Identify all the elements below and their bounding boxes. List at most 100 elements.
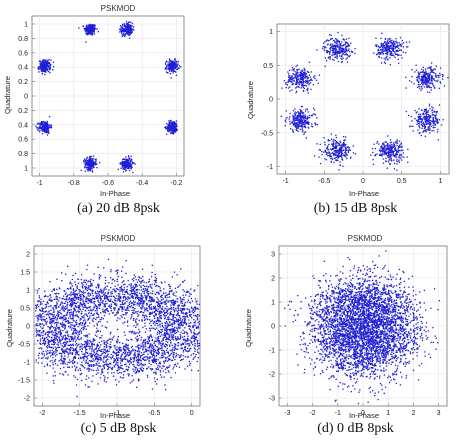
data-point — [376, 153, 378, 155]
data-point — [88, 160, 90, 162]
data-point — [420, 78, 422, 80]
data-point — [131, 22, 134, 25]
data-point — [40, 63, 42, 65]
data-point — [89, 163, 91, 165]
data-point — [138, 284, 141, 286]
data-point — [149, 308, 151, 310]
data-point — [394, 145, 396, 147]
data-point — [46, 131, 48, 133]
data-point — [166, 344, 168, 346]
data-point — [55, 298, 57, 300]
data-point — [165, 71, 168, 73]
data-point — [124, 35, 126, 38]
data-point — [337, 142, 340, 144]
data-point — [75, 352, 77, 354]
data-point — [42, 70, 44, 72]
data-point — [344, 51, 346, 53]
data-point — [292, 124, 295, 126]
data-point — [321, 47, 324, 50]
data-point — [281, 87, 283, 89]
data-point — [168, 62, 170, 64]
data-point — [431, 69, 433, 71]
data-point — [290, 80, 292, 82]
data-point — [194, 344, 196, 346]
data-point — [39, 65, 41, 67]
data-point — [60, 332, 62, 334]
data-point — [173, 129, 175, 131]
data-point — [302, 121, 305, 124]
data-point — [113, 372, 115, 374]
data-point — [189, 364, 191, 366]
data-point — [303, 69, 306, 71]
data-point — [399, 156, 401, 158]
data-point — [130, 25, 132, 28]
data-point — [386, 167, 388, 169]
data-point — [347, 55, 350, 57]
data-point — [95, 159, 97, 161]
data-point — [128, 162, 130, 164]
data-point — [339, 52, 341, 54]
data-point — [310, 79, 312, 81]
data-point — [424, 76, 426, 78]
data-point — [337, 150, 339, 153]
data-point — [420, 123, 423, 125]
data-point — [89, 29, 92, 31]
data-point — [172, 67, 174, 69]
data-point — [69, 282, 71, 285]
data-point — [374, 154, 377, 156]
data-point — [402, 51, 404, 53]
data-point — [124, 31, 126, 33]
data-point — [314, 124, 317, 126]
data-point — [304, 125, 306, 127]
data-point — [389, 54, 391, 56]
data-point — [190, 330, 192, 332]
data-point — [378, 154, 381, 157]
data-point — [169, 65, 171, 67]
data-point — [381, 149, 383, 151]
data-point — [46, 61, 48, 64]
data-point — [301, 82, 303, 84]
y-tick-label: 0.5 — [20, 306, 30, 313]
data-point — [150, 303, 152, 305]
data-point — [396, 163, 398, 165]
data-point — [425, 109, 427, 112]
data-point — [43, 127, 46, 129]
data-point — [123, 30, 126, 32]
data-point — [128, 27, 130, 29]
data-point — [106, 340, 108, 342]
data-point — [38, 297, 41, 299]
data-point — [48, 63, 51, 65]
data-point — [167, 63, 169, 65]
data-point — [174, 131, 176, 133]
data-point — [107, 367, 109, 370]
data-point — [325, 159, 328, 161]
data-point — [188, 322, 190, 324]
data-point — [111, 339, 114, 341]
chart-c: PSKMOD Quadrature In-Phase -2 -1.5 -1 -0.5 0… — [5, 234, 201, 420]
data-point — [337, 40, 339, 42]
data-point — [124, 25, 126, 27]
data-point — [198, 332, 200, 335]
data-point — [170, 129, 172, 131]
data-point — [289, 78, 291, 81]
data-point — [315, 123, 317, 125]
data-point — [399, 37, 402, 39]
data-point — [302, 117, 304, 119]
data-point — [322, 46, 324, 48]
data-point — [168, 319, 170, 321]
data-point — [120, 167, 122, 169]
data-point — [169, 285, 172, 288]
data-point — [73, 292, 75, 294]
data-point — [121, 162, 123, 164]
data-point — [345, 50, 348, 52]
data-point — [393, 162, 396, 165]
data-point — [129, 33, 131, 35]
data-point — [135, 311, 137, 313]
data-point — [343, 145, 345, 147]
data-point — [92, 166, 95, 169]
data-point — [98, 359, 100, 361]
data-point — [47, 343, 50, 345]
data-point — [430, 125, 432, 128]
data-point — [49, 340, 51, 342]
data-point — [131, 161, 133, 163]
